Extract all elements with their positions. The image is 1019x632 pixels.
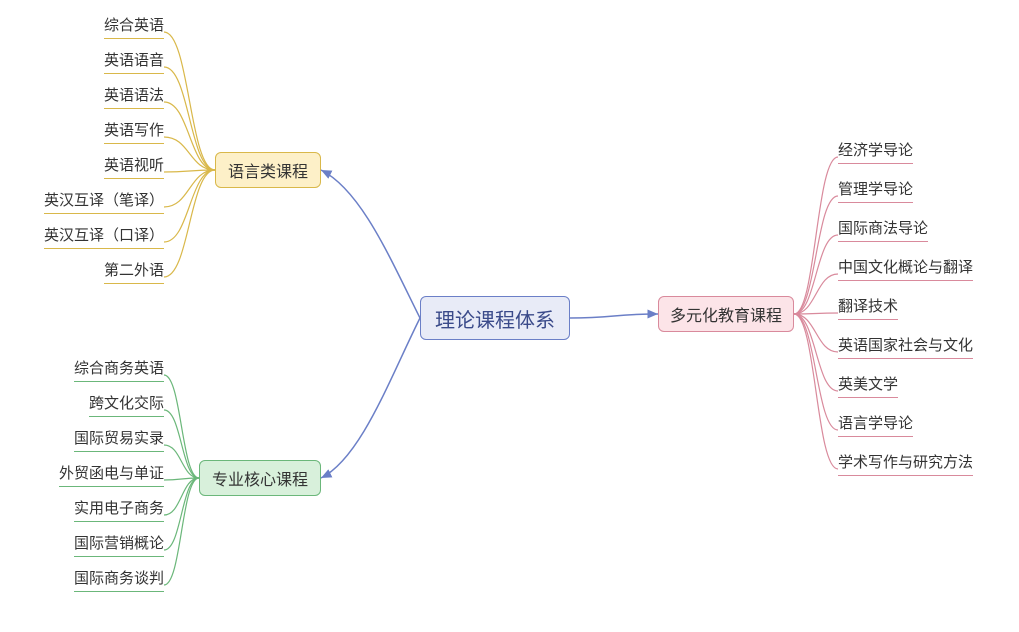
leaf-multi-4: 翻译技术 [838, 295, 898, 320]
leaf-lang-1: 英语语音 [104, 49, 164, 74]
leaf-core-1: 跨文化交际 [89, 392, 164, 417]
connector-lang-leaf-0 [164, 32, 215, 170]
leaf-multi-5: 英语国家社会与文化 [838, 334, 973, 359]
branch-node-lang: 语言类课程 [215, 152, 321, 188]
connector-center-core [321, 318, 420, 478]
connector-multi-leaf-5 [794, 314, 838, 352]
leaf-multi-8: 学术写作与研究方法 [838, 451, 973, 476]
leaf-core-2: 国际贸易实录 [74, 427, 164, 452]
connector-lang-leaf-2 [164, 102, 215, 170]
leaf-multi-2: 国际商法导论 [838, 217, 928, 242]
connector-core-leaf-2 [164, 445, 199, 478]
connector-lang-leaf-6 [164, 170, 215, 242]
connector-core-leaf-3 [164, 478, 199, 480]
connector-center-lang [321, 170, 420, 318]
connector-center-multi [570, 314, 658, 318]
connector-core-leaf-5 [164, 478, 199, 550]
connector-lang-leaf-7 [164, 170, 215, 277]
connector-multi-leaf-2 [794, 235, 838, 314]
leaf-core-4: 实用电子商务 [74, 497, 164, 522]
leaf-lang-4: 英语视听 [104, 154, 164, 179]
connector-lang-leaf-5 [164, 170, 215, 207]
connector-lang-leaf-1 [164, 67, 215, 170]
branch-node-multi: 多元化教育课程 [658, 296, 794, 332]
leaf-multi-3: 中国文化概论与翻译 [838, 256, 973, 281]
leaf-multi-0: 经济学导论 [838, 139, 913, 164]
leaf-lang-5: 英汉互译（笔译） [44, 189, 164, 214]
leaf-core-0: 综合商务英语 [74, 357, 164, 382]
leaf-multi-7: 语言学导论 [838, 412, 913, 437]
leaf-core-6: 国际商务谈判 [74, 567, 164, 592]
leaf-core-5: 国际营销概论 [74, 532, 164, 557]
connector-lang-leaf-4 [164, 170, 215, 172]
leaf-lang-7: 第二外语 [104, 259, 164, 284]
leaf-lang-6: 英汉互译（口译） [44, 224, 164, 249]
leaf-multi-1: 管理学导论 [838, 178, 913, 203]
leaf-lang-0: 综合英语 [104, 14, 164, 39]
connector-multi-leaf-7 [794, 314, 838, 430]
leaf-core-3: 外贸函电与单证 [59, 462, 164, 487]
connector-multi-leaf-4 [794, 313, 838, 314]
connector-multi-leaf-8 [794, 314, 838, 469]
leaf-multi-6: 英美文学 [838, 373, 898, 398]
connector-core-leaf-0 [164, 375, 199, 478]
branch-node-core: 专业核心课程 [199, 460, 321, 496]
connector-multi-leaf-3 [794, 274, 838, 314]
connector-core-leaf-4 [164, 478, 199, 515]
connector-multi-leaf-0 [794, 157, 838, 314]
connector-core-leaf-6 [164, 478, 199, 585]
leaf-lang-3: 英语写作 [104, 119, 164, 144]
leaf-lang-2: 英语语法 [104, 84, 164, 109]
center-node: 理论课程体系 [420, 296, 570, 340]
connector-multi-leaf-1 [794, 196, 838, 314]
connector-multi-leaf-6 [794, 314, 838, 391]
connector-lang-leaf-3 [164, 137, 215, 170]
connector-core-leaf-1 [164, 410, 199, 478]
